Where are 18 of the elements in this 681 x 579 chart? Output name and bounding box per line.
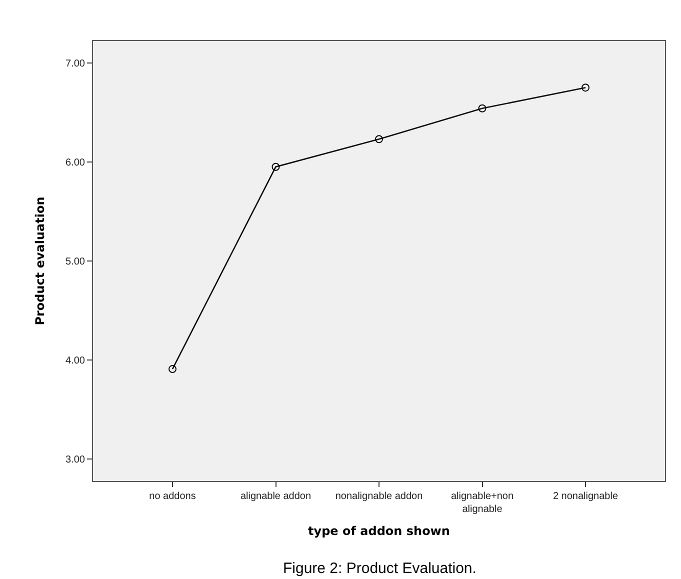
- x-tick-label: 2 nonalignable: [552, 491, 618, 502]
- x-tick-label: no addons: [149, 491, 196, 502]
- x-axis-title: type of addon shown: [308, 524, 450, 538]
- x-tick-label: alignable addon: [240, 491, 312, 502]
- y-tick-label: 4.00: [66, 356, 86, 367]
- point: [272, 162, 280, 171]
- y-axis-title: Product evaluation: [32, 196, 47, 326]
- point: [582, 84, 590, 92]
- text: Figure 2: Product Evaluation.: [283, 560, 476, 577]
- y-tick-label: 5.00: [66, 256, 86, 268]
- x-tick-label: alignable+non alignable: [450, 491, 514, 515]
- y-tick-label: 3.00: [66, 454, 86, 466]
- point: [168, 365, 176, 374]
- x-tick-label: nonalignable addon: [335, 491, 423, 502]
- point: [478, 104, 486, 112]
- y-tick-label: 7.00: [66, 58, 86, 70]
- y-tick-label: 6.00: [66, 157, 86, 168]
- point: [375, 135, 383, 144]
